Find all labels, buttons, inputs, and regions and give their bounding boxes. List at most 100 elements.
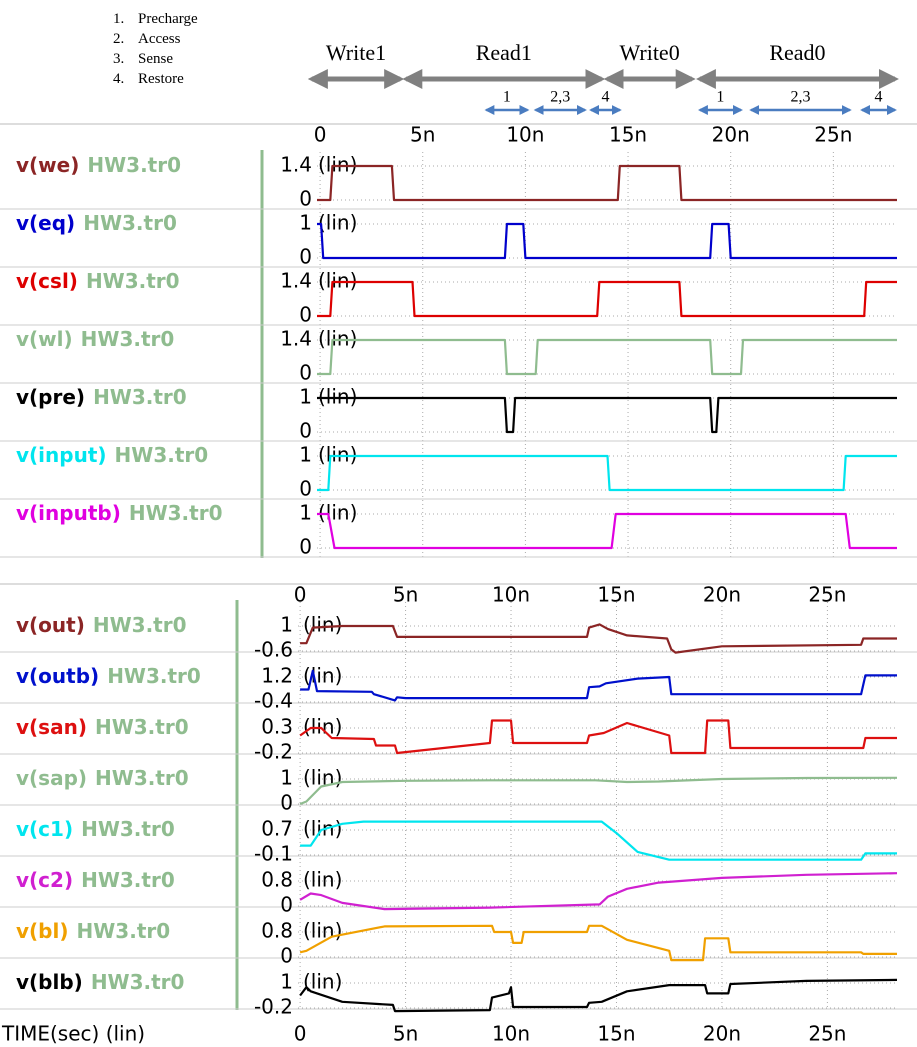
waveform — [317, 280, 897, 318]
series-name: v(wl) — [16, 327, 73, 351]
y-tick-label: 0 — [299, 419, 312, 443]
waveform — [299, 872, 898, 911]
series-file: HW3.tr0 — [81, 817, 175, 841]
series-file: HW3.tr0 — [93, 385, 187, 409]
phase-label: Read0 — [769, 40, 825, 65]
x-tick-label: 5n — [410, 123, 435, 147]
scale-label: (lin) — [318, 211, 357, 235]
subphase-label: 1 — [503, 89, 511, 106]
scale-label: (lin) — [303, 613, 342, 637]
waveform — [317, 454, 897, 492]
series-label: v(csl) HW3.tr0 — [16, 269, 180, 293]
y-tick-label: 0.7 — [261, 817, 293, 841]
x-tick-label: 10n — [506, 123, 544, 147]
y-tick-label: 0 — [299, 535, 312, 559]
series-file: HW3.tr0 — [115, 443, 209, 467]
waveform — [317, 512, 897, 550]
series-name: v(c1) — [16, 817, 73, 841]
x-tick-label: 20n — [703, 1022, 741, 1046]
series-label: v(sap) HW3.tr0 — [16, 766, 189, 790]
y-tick-label: 0 — [299, 361, 312, 385]
y-tick-label: 1 — [299, 501, 312, 525]
subphase-label: 4 — [875, 89, 883, 106]
scale-label: (lin) — [318, 385, 357, 409]
series-label: v(wl) HW3.tr0 — [16, 327, 174, 351]
series-name: v(csl) — [16, 269, 78, 293]
y-tick-label: 1 — [299, 385, 312, 409]
series-file: HW3.tr0 — [107, 664, 201, 688]
y-tick-label: 0 — [299, 245, 312, 269]
x-tick-label: 25n — [808, 1022, 846, 1046]
x-tick-label: 25n — [814, 123, 852, 147]
x-tick-label: 0 — [294, 583, 307, 607]
scale-label: (lin) — [303, 715, 342, 739]
y-tick-label: 0 — [280, 893, 293, 917]
series-name: v(bl) — [16, 919, 69, 943]
series-name: v(eq) — [16, 211, 75, 235]
phase-label: Write0 — [620, 40, 680, 65]
series-label: v(blb) HW3.tr0 — [16, 970, 184, 994]
phase-label: Write1 — [326, 40, 386, 65]
series-file: HW3.tr0 — [81, 868, 175, 892]
y-tick-label: 0 — [299, 187, 312, 211]
x-tick-label: 20n — [712, 123, 750, 147]
y-tick-label: 0 — [280, 791, 293, 815]
scale-label: (lin) — [303, 868, 342, 892]
y-tick-label: 1.4 — [280, 327, 312, 351]
y-tick-label: 1 — [299, 443, 312, 467]
subphase-label: 2,3 — [550, 89, 570, 106]
y-tick-label: 0.3 — [261, 715, 293, 739]
series-label: v(inputb) HW3.tr0 — [16, 501, 223, 525]
series-file: HW3.tr0 — [95, 715, 189, 739]
series-file: HW3.tr0 — [81, 327, 175, 351]
series-label: v(input) HW3.tr0 — [16, 443, 208, 467]
series-name: v(sap) — [16, 766, 87, 790]
waveform — [299, 924, 897, 962]
waveform — [299, 776, 898, 806]
series-name: v(out) — [16, 613, 85, 637]
y-tick-label: -0.1 — [254, 842, 293, 866]
waveform — [317, 396, 897, 434]
series-name: v(c2) — [16, 868, 73, 892]
x-tick-label: 10n — [492, 1022, 530, 1046]
waveform — [300, 820, 897, 861]
series-file: HW3.tr0 — [129, 501, 223, 525]
y-tick-label: 1 — [280, 766, 293, 790]
x-tick-label: 5n — [393, 1022, 418, 1046]
series-name: v(san) — [16, 715, 87, 739]
scale-label: (lin) — [318, 327, 357, 351]
waveform — [317, 222, 897, 260]
scale-label: (lin) — [303, 919, 342, 943]
series-file: HW3.tr0 — [91, 970, 185, 994]
step: Access — [128, 29, 198, 49]
series-label: v(out) HW3.tr0 — [16, 613, 187, 637]
scale-label: (lin) — [318, 269, 357, 293]
x-axis-label: TIME(sec) (lin) — [1, 1022, 145, 1046]
scale-label: (lin) — [318, 443, 357, 467]
y-tick-label: -0.6 — [254, 638, 293, 662]
y-tick-label: -0.2 — [254, 995, 293, 1019]
series-file: HW3.tr0 — [95, 766, 189, 790]
y-tick-label: 1 — [299, 211, 312, 235]
waveform — [300, 623, 897, 654]
scale-label: (lin) — [318, 501, 357, 525]
y-tick-label: 0 — [299, 477, 312, 501]
waveform — [300, 669, 897, 702]
step: Restore — [128, 69, 198, 89]
series-file: HW3.tr0 — [93, 613, 187, 637]
series-label: v(san) HW3.tr0 — [16, 715, 189, 739]
y-tick-label: 1.4 — [280, 153, 312, 177]
series-file: HW3.tr0 — [83, 211, 177, 235]
series-file: HW3.tr0 — [86, 269, 180, 293]
y-tick-label: 1.4 — [280, 269, 312, 293]
series-name: v(we) — [16, 153, 79, 177]
y-tick-label: 0.8 — [261, 868, 293, 892]
x-tick-label: 0 — [294, 1022, 307, 1046]
series-file: HW3.tr0 — [77, 919, 171, 943]
series-label: v(eq) HW3.tr0 — [16, 211, 177, 235]
series-name: v(outb) — [16, 664, 99, 688]
waveform — [299, 719, 897, 755]
subphase-label: 1 — [716, 89, 724, 106]
